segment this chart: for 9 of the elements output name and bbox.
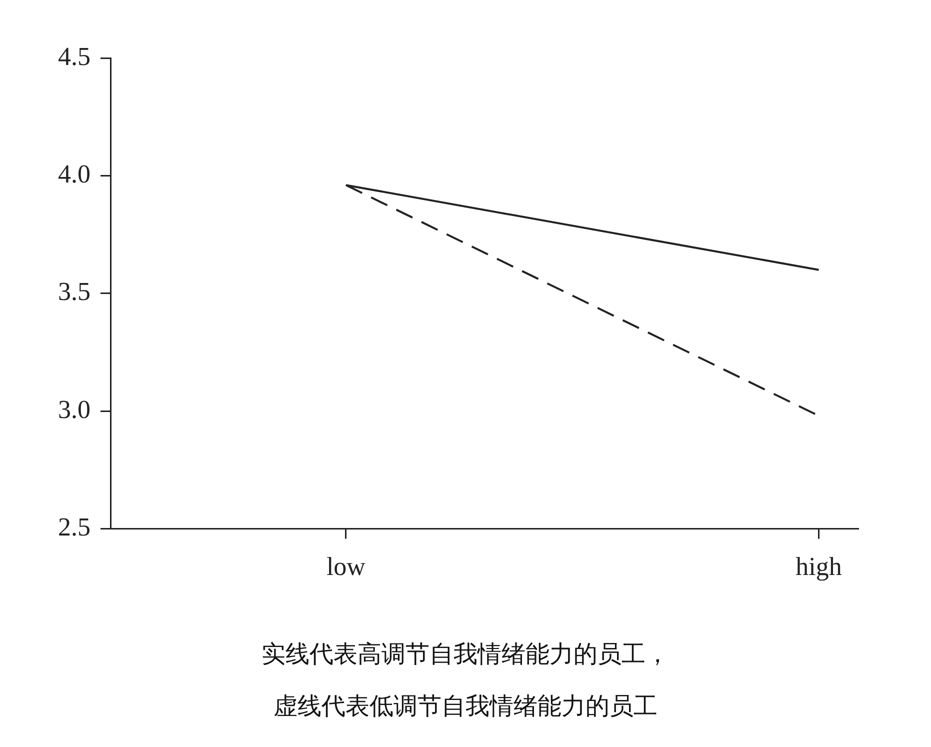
text: 虚线代表低调节自我情绪能力的员工 — [272, 691, 658, 722]
y-tick-label: 2.5 — [58, 512, 90, 542]
y-tick-label: 3.0 — [58, 394, 90, 424]
y-tick-label: 4.5 — [58, 42, 90, 71]
y-tick-label: 4.0 — [58, 160, 90, 189]
y-tick-label: 3.5 — [58, 277, 90, 306]
x-tick-label: high — [796, 552, 842, 582]
x-tick-label: low — [326, 552, 366, 582]
text: 实线代表高调节自我情绪能力的员工， — [260, 639, 670, 670]
